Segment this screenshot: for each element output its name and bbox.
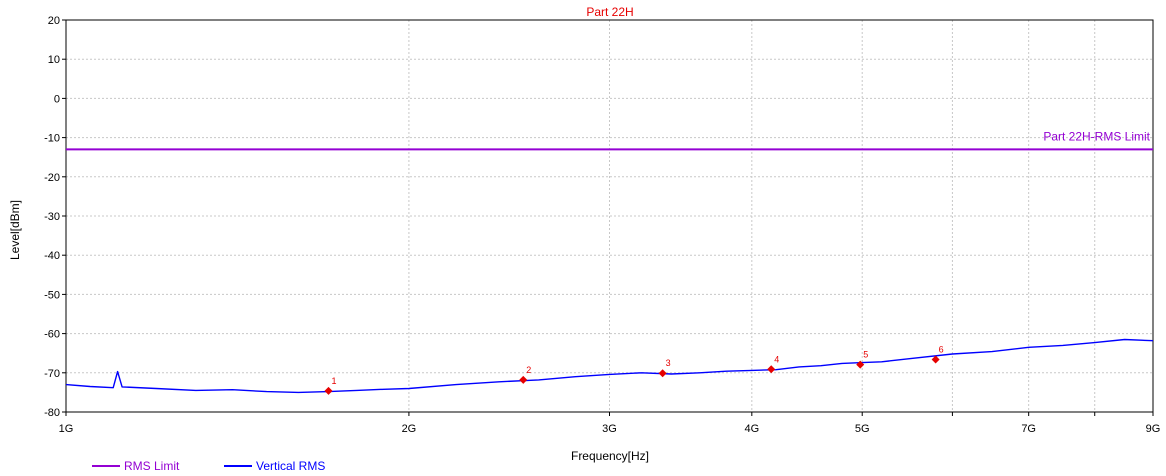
vertical-rms-line xyxy=(65,338,1154,394)
marker-point xyxy=(658,369,667,378)
x-tick-label: 4G xyxy=(744,423,759,435)
marker-point xyxy=(324,386,333,395)
y-tick-label: -20 xyxy=(44,172,60,184)
legend-label-rms-limit: RMS Limit xyxy=(124,459,180,473)
x-axis-label: Frequency[Hz] xyxy=(571,449,649,463)
legend-label-vertical-rms: Vertical RMS xyxy=(256,459,325,473)
x-tick-label: 9G xyxy=(1146,423,1161,435)
y-tick-label: 10 xyxy=(48,54,60,66)
x-tick-label: 1G xyxy=(59,423,74,435)
marker-point xyxy=(767,365,776,374)
marker-layer: 1 2 3 4 5 6 xyxy=(324,344,944,395)
x-tick-label: 2G xyxy=(402,423,417,435)
marker-point xyxy=(519,375,528,384)
x-tick-label: 5G xyxy=(855,423,870,435)
marker-label: 2 xyxy=(526,365,531,375)
y-tick-label: 0 xyxy=(54,93,60,105)
marker-label: 6 xyxy=(939,344,944,354)
y-tick-label: -10 xyxy=(44,133,60,145)
marker-label: 1 xyxy=(332,376,337,386)
y-tick-label: -60 xyxy=(44,329,60,341)
marker-label: 5 xyxy=(863,350,868,360)
y-axis: 20 10 0 -10 -20 -30 -40 -50 -60 -70 -80 xyxy=(44,15,66,419)
y-tick-label: -50 xyxy=(44,289,60,301)
y-tick-label: 20 xyxy=(48,15,60,27)
limit-line-label: Part 22H-RMS Limit xyxy=(1043,129,1150,143)
marker-label: 3 xyxy=(666,358,671,368)
marker-label: 4 xyxy=(774,354,779,364)
grid xyxy=(65,19,1154,413)
x-axis: 1G 2G 3G 4G 5G 7G 9G xyxy=(59,412,1161,435)
x-tick-label: 7G xyxy=(1021,423,1036,435)
y-tick-label: -70 xyxy=(44,368,60,380)
marker-point xyxy=(856,360,865,369)
marker-point xyxy=(931,355,940,364)
y-tick-label: -40 xyxy=(44,250,60,262)
chart-title: Part 22H xyxy=(586,5,633,19)
x-tick-label: 3G xyxy=(602,423,617,435)
series-layer xyxy=(65,148,1154,394)
y-tick-label: -80 xyxy=(44,407,60,419)
y-axis-label: Level[dBm] xyxy=(8,200,22,260)
y-tick-label: -30 xyxy=(44,211,60,223)
legend: RMS Limit Vertical RMS xyxy=(92,459,325,473)
